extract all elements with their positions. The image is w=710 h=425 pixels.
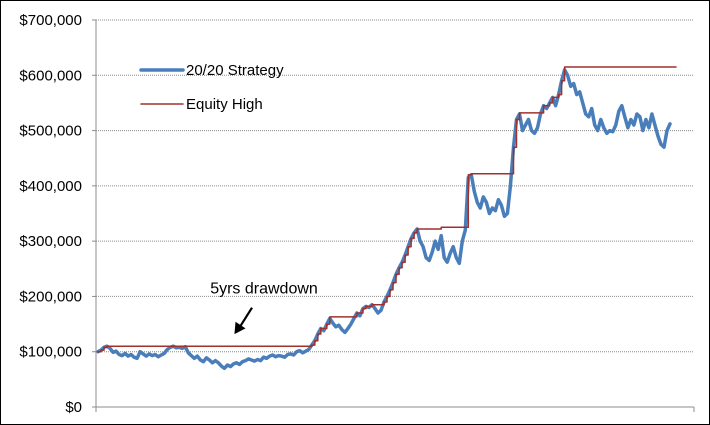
legend-label: Equity High	[186, 96, 263, 113]
series-line-equity-high	[97, 66, 677, 353]
y-tick-label: $600,000	[19, 67, 82, 84]
y-tick-label: $700,000	[19, 12, 82, 29]
gridlines	[96, 19, 694, 353]
y-tick-label: $400,000	[19, 178, 82, 195]
y-tick-label: $500,000	[19, 123, 82, 140]
y-tick-label: $100,000	[19, 344, 82, 361]
legend-label: 20/20 Strategy	[186, 62, 284, 79]
annotation-label: 5yrs drawdown	[210, 281, 318, 298]
annotations: 5yrs drawdown	[210, 281, 318, 335]
series-line-strategy	[96, 68, 672, 371]
axes	[92, 19, 695, 412]
y-tick-label: $0	[65, 399, 82, 416]
y-tick-label: $200,000	[19, 288, 82, 305]
annotation-arrow-head	[234, 321, 246, 335]
y-tick-labels: $0 $100,000 $200,000 $300,000 $400,000 $500,0…	[19, 12, 82, 416]
legend: 20/20 Strategy Equity High	[139, 62, 284, 113]
series-lines	[96, 66, 677, 371]
y-tick-label: $300,000	[19, 233, 82, 250]
